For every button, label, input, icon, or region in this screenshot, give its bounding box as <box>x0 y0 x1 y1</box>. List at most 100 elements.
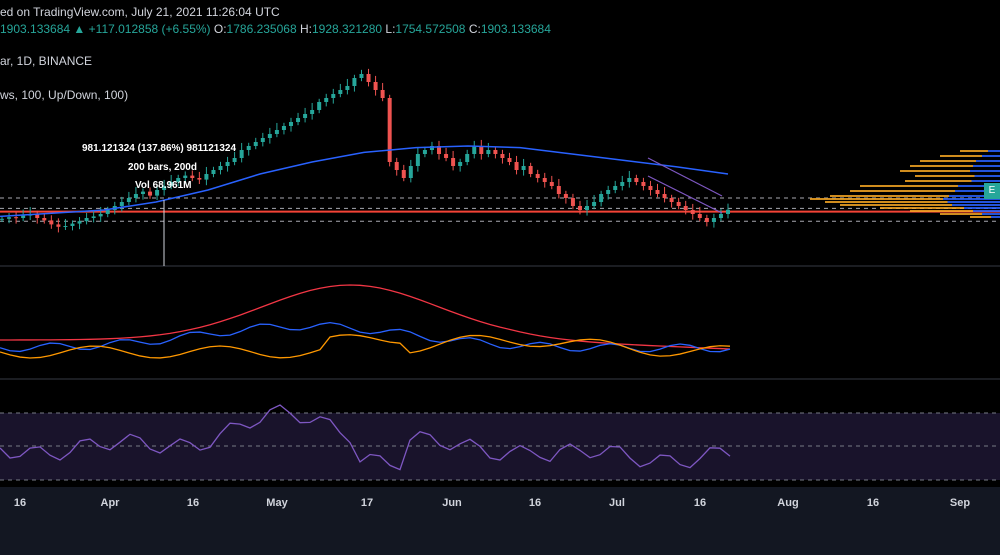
candle-body <box>204 174 209 180</box>
candle-body <box>493 150 498 154</box>
candle-body <box>7 217 12 219</box>
volume-profile-bar <box>910 165 973 167</box>
published-text: ed on TradingView.com, July 21, 2021 11:… <box>0 5 280 19</box>
candle-body <box>281 126 286 130</box>
candle-body <box>310 110 315 114</box>
volume-profile-bar <box>973 165 1000 167</box>
indicator-text: ws, 100, Up/Down, 100) <box>0 88 129 102</box>
volume-profile-bar <box>905 180 972 182</box>
candle-body <box>465 154 470 162</box>
candle-body <box>486 150 491 154</box>
candle-body <box>429 146 434 150</box>
volume-profile-bar <box>860 185 958 187</box>
candle-body <box>662 194 667 198</box>
candle-body <box>620 182 625 186</box>
candle-body <box>35 214 40 218</box>
candle-body <box>197 178 202 180</box>
volume-profile-bar <box>988 150 1000 152</box>
candle-body <box>77 221 82 224</box>
candle-body <box>21 215 26 218</box>
candle-body <box>704 218 709 222</box>
candle-body <box>84 218 89 222</box>
candle-body <box>521 166 526 170</box>
range-annotation: 981.121324 (137.86%) 981121324 <box>82 143 237 154</box>
volume-profile-bar <box>970 170 1000 172</box>
volume-profile-bar <box>947 201 1000 203</box>
volume-profile-bar <box>830 195 949 197</box>
candle-body <box>260 138 265 142</box>
candle-body <box>56 224 61 227</box>
candle-body <box>140 191 145 194</box>
candle-body <box>556 186 561 194</box>
candle-body <box>563 194 568 198</box>
candle-body <box>133 194 138 198</box>
candle-body <box>183 175 188 178</box>
candle-body <box>613 186 618 190</box>
volume-profile-bar <box>810 198 943 200</box>
time-axis-bg <box>0 487 1000 555</box>
candle-body <box>669 198 674 202</box>
candle-body <box>91 216 96 218</box>
candle-body <box>401 170 406 178</box>
candle-body <box>451 158 456 166</box>
candle-body <box>387 98 392 162</box>
indicator-red-line <box>0 284 731 350</box>
volume-profile-bar <box>880 207 964 209</box>
candle-body <box>676 202 681 206</box>
volume-profile-bar <box>943 198 1000 200</box>
price-scale-tag: E <box>984 183 1000 199</box>
x-axis-label: Aug <box>777 497 799 509</box>
candle-body <box>63 226 68 227</box>
x-axis-label: 16 <box>866 497 880 509</box>
volume-profile-bar <box>850 190 955 192</box>
candle-body <box>683 206 688 210</box>
candle-body <box>627 178 632 182</box>
volume-profile-bar <box>915 175 975 177</box>
candle-body <box>535 174 540 178</box>
volume-profile-bar <box>964 207 1000 209</box>
change-arrow-icon: ▲ <box>73 22 86 36</box>
candle-body <box>394 162 399 170</box>
candle-body <box>472 146 477 154</box>
volume-profile-bar <box>910 210 973 212</box>
candle-body <box>218 166 223 170</box>
candle-body <box>718 214 723 218</box>
candle-body <box>408 166 413 178</box>
volume-profile-bar <box>940 213 982 215</box>
candle-body <box>479 146 484 154</box>
x-axis-label: Apr <box>100 497 120 509</box>
candle-body <box>162 186 167 190</box>
candle-body <box>148 191 153 196</box>
price-value: 1903.133684 <box>0 22 71 36</box>
candle-body <box>274 130 279 134</box>
volume-profile-bar <box>958 185 1000 187</box>
volume-profile-bar <box>920 160 976 162</box>
candle-body <box>331 94 336 98</box>
candle-body <box>126 198 131 202</box>
volume-profile-bar <box>991 216 1000 218</box>
open-value: 1786.235068 <box>226 22 297 36</box>
indicator-blue-line <box>0 321 731 353</box>
candle-body <box>211 170 216 174</box>
indicator-orange-line <box>0 334 731 359</box>
x-axis-label: May <box>266 497 288 509</box>
candle-body <box>437 146 442 154</box>
candle-body <box>253 142 258 146</box>
candle-body <box>288 122 293 126</box>
volume-profile-bar <box>976 160 1000 162</box>
candle-body <box>373 82 378 90</box>
candle-body <box>352 78 357 86</box>
candle-body <box>380 90 385 98</box>
volume-profile-bar <box>971 180 1000 182</box>
candle-body <box>225 162 230 166</box>
close-label: C: <box>468 22 481 36</box>
symbol-line: ar, 1D, BINANCE <box>0 54 92 68</box>
candle-body <box>246 146 251 150</box>
volume-profile-bar <box>949 195 1000 197</box>
candle-body <box>176 178 181 182</box>
candle-body <box>70 223 75 226</box>
candle-body <box>105 210 110 214</box>
volume-profile-bar <box>825 201 948 203</box>
candle-body <box>366 74 371 82</box>
